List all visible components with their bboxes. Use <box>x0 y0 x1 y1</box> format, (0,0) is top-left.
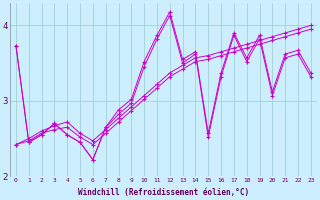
X-axis label: Windchill (Refroidissement éolien,°C): Windchill (Refroidissement éolien,°C) <box>78 188 249 197</box>
